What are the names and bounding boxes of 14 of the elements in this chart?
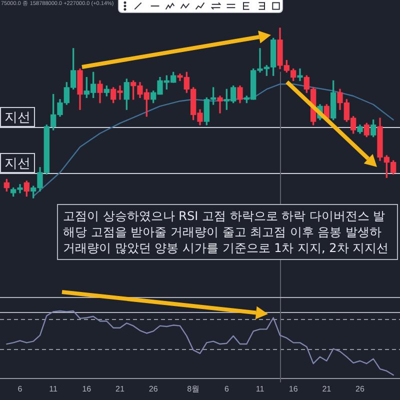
x-tick-label: 21 <box>322 384 332 394</box>
x-tick-label: 6 <box>18 384 23 394</box>
x-tick-label: 11 <box>256 384 265 394</box>
x-tick-label: 11 <box>49 384 58 394</box>
x-tick-label: 26 <box>356 384 365 394</box>
ref-line-label: 지선 <box>4 156 30 171</box>
x-tick-label: 16 <box>288 384 298 394</box>
ref-line-label: 지선 <box>4 110 30 125</box>
x-tick-label: 16 <box>82 384 92 394</box>
text: 고점이 상승하였으나 RSI 고점 하락으로 하락 다이버전스 발 해당 고점을 받아줄 거래량이 줄고 최고점 이후 음봉 발생하 거래량이 많았던 양봉 시가를 기준으로 1차 지지, 2차 지지선 <box>57 204 398 260</box>
x-tick-label: 21 <box>116 384 125 394</box>
x-tick-label: 26 <box>148 384 158 394</box>
x-tick-label: 6 <box>224 384 230 394</box>
x-tick-label: 8월 <box>187 384 200 394</box>
